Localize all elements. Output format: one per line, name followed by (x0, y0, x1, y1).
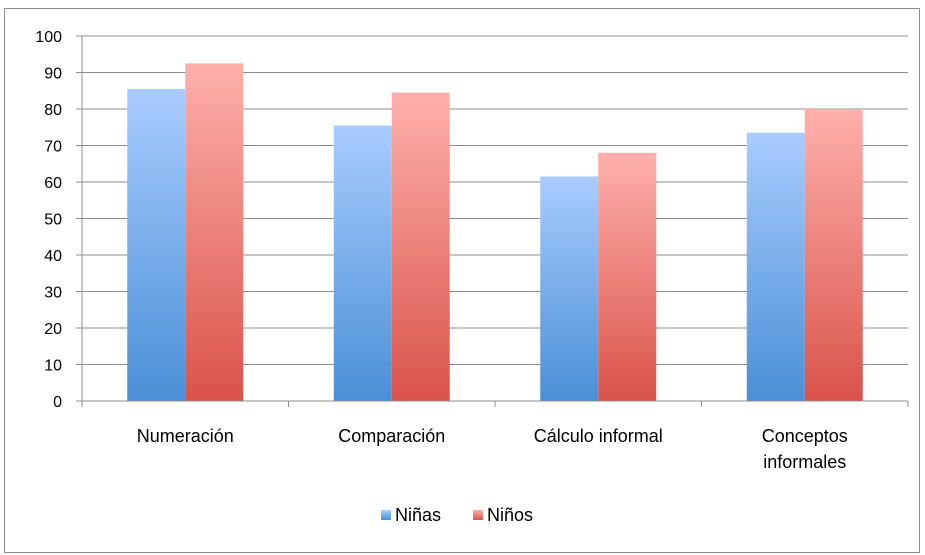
bar-series-2 (598, 152, 657, 401)
bar-series-2 (804, 109, 863, 401)
legend-label: Niñas (395, 505, 441, 525)
x-axis-category-labels: Numeración Comparación Cálculo informal Con… (137, 426, 848, 472)
y-tick-label: 70 (44, 139, 62, 156)
bar-series-1 (127, 88, 186, 402)
x-category-label: Conceptos (762, 426, 848, 446)
y-tick-label: 50 (44, 212, 62, 229)
y-tick-label: 20 (44, 321, 62, 338)
legend: Niñas Niños (381, 505, 533, 525)
x-category-label: Cálculo informal (534, 426, 663, 446)
y-tick-label: 80 (44, 102, 62, 119)
bar-series-1 (333, 125, 392, 402)
bars (127, 63, 863, 402)
y-tick-label: 60 (44, 175, 62, 192)
x-category-label: Numeración (137, 426, 234, 446)
bar-series-2 (391, 92, 450, 401)
y-tick-label: 10 (44, 358, 62, 375)
legend-swatch (381, 510, 391, 520)
y-tick-label: 100 (35, 29, 62, 46)
x-category-label: Comparación (338, 426, 445, 446)
legend-label: Niños (487, 505, 533, 525)
axes (81, 36, 909, 407)
y-tick-label: 40 (44, 248, 62, 265)
y-axis-tick-labels: 0 10 20 30 40 50 60 70 80 90 100 (35, 29, 62, 411)
y-tick-label: 30 (44, 285, 62, 302)
y-tick-label: 90 (44, 66, 62, 83)
x-category-label: informales (763, 452, 846, 472)
bar-series-2 (185, 63, 244, 401)
bar-series-1 (540, 176, 599, 401)
bar-series-1 (746, 132, 805, 401)
y-tick-label: 0 (53, 394, 62, 411)
legend-swatch (473, 510, 483, 520)
